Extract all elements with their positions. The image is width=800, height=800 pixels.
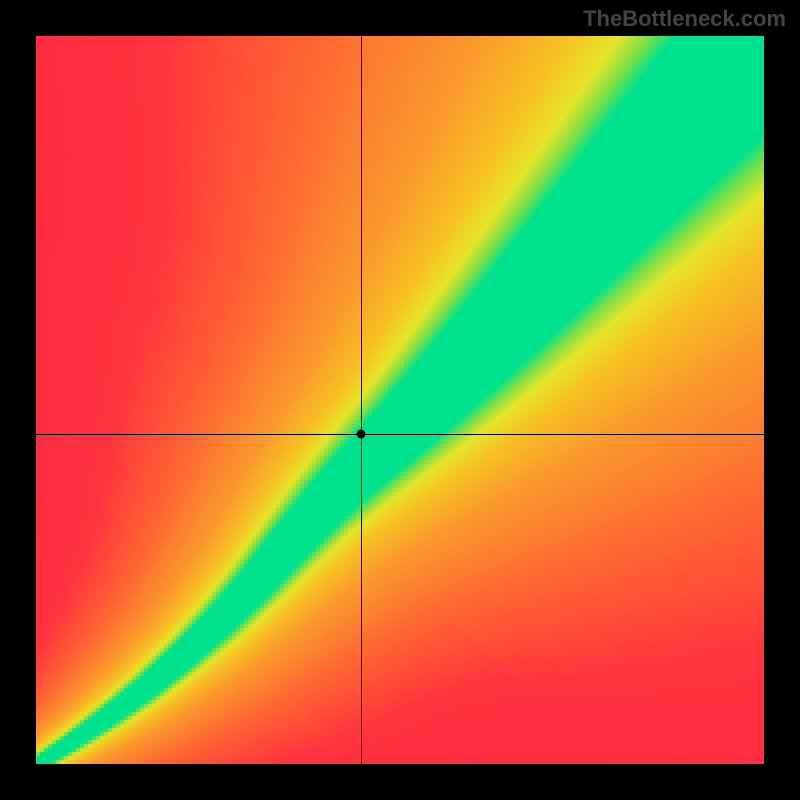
chart-frame: TheBottleneck.com [0, 0, 800, 800]
crosshair-vertical [361, 36, 362, 764]
heatmap-plot [36, 36, 764, 764]
watermark-text: TheBottleneck.com [583, 6, 786, 32]
heatmap-canvas [36, 36, 764, 764]
marker-dot [357, 430, 366, 439]
crosshair-horizontal [36, 434, 764, 435]
